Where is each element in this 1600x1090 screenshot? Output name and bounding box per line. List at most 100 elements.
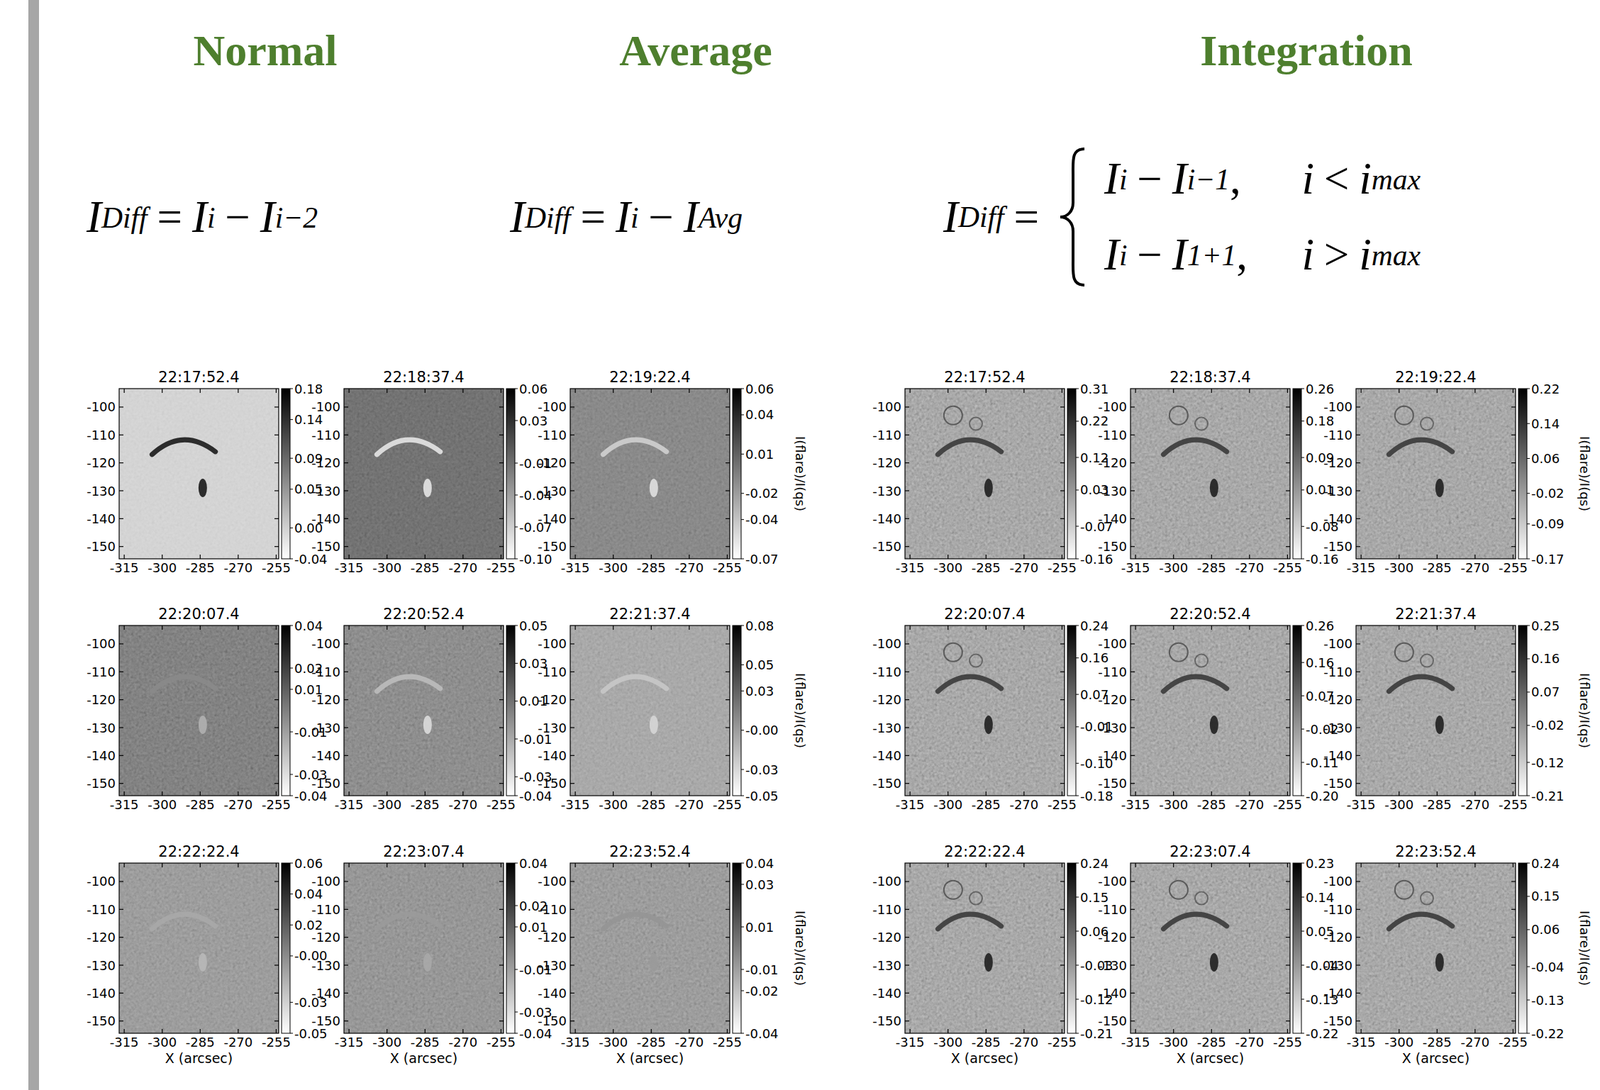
y-tick	[1130, 964, 1135, 966]
y-tick	[119, 406, 124, 408]
x-tick-label: -255	[1498, 797, 1528, 813]
colorbar-tick	[1301, 897, 1305, 898]
x-tick-label: -315	[1121, 797, 1151, 813]
colorbar-title: I(flare)/I(qs)	[792, 673, 808, 749]
y-tick	[1511, 726, 1516, 728]
y-tick	[1130, 992, 1135, 994]
x-tick-label: -255	[486, 1034, 516, 1050]
colorbar-tick-label: 0.05	[745, 657, 774, 673]
frame	[1356, 863, 1516, 1034]
colorbar-tick-label: -0.02	[1531, 717, 1565, 733]
blob-feature	[984, 953, 993, 972]
y-tick	[119, 964, 124, 966]
y-tick	[1285, 880, 1291, 882]
image-texture	[904, 388, 1065, 559]
colorbar-tick-label: 0.22	[1080, 413, 1109, 429]
x-tick	[909, 625, 911, 630]
y-tick	[725, 880, 730, 882]
colorbar-tick-label: -0.12	[1531, 755, 1565, 771]
image-background	[904, 863, 1065, 1034]
y-tick	[119, 643, 124, 644]
panel-title: 22:23:07.4	[382, 843, 464, 861]
y-tick	[1356, 462, 1361, 464]
y-tick-label: -140	[537, 511, 567, 527]
panel: -100-110-120-130-140-150-315-300-285-270…	[1323, 605, 1592, 813]
y-tick	[1511, 434, 1516, 436]
colorbar-tick	[1526, 523, 1530, 525]
x-tick	[985, 1029, 987, 1034]
x-tick	[1360, 1029, 1362, 1034]
colorbar-tick-label: 0.03	[519, 413, 548, 429]
colorbar	[732, 625, 742, 796]
y-tick	[343, 782, 349, 784]
y-tick-label: -100	[86, 399, 116, 415]
colorbar-title: I(flare)/I(qs)	[1577, 673, 1593, 749]
colorbar-tick	[1075, 1033, 1079, 1035]
x-tick-label: -270	[223, 560, 253, 576]
case-condition: i>imax	[1301, 229, 1421, 281]
formula-symbol: >	[1324, 229, 1350, 281]
y-tick	[1060, 782, 1065, 784]
colorbar-tick	[741, 492, 744, 494]
colorbar-tick-label: 0.04	[519, 856, 548, 871]
panel: -100-110-120-130-140-150-315-300-285-270…	[537, 843, 808, 1066]
y-tick	[904, 490, 910, 491]
loop-feature	[943, 406, 963, 425]
colorbar-tick-label: 0.23	[1305, 856, 1335, 871]
y-tick-label: -100	[537, 636, 567, 652]
y-tick	[904, 880, 910, 882]
colorbar	[1067, 863, 1076, 1034]
x-tick	[124, 388, 125, 393]
x-tick	[1287, 388, 1288, 393]
colorbar-tick-label: -0.02	[745, 983, 779, 999]
x-tick	[462, 791, 464, 796]
colorbar-tick	[290, 458, 293, 459]
y-tick-label: -110	[86, 427, 116, 443]
x-tick-label: -300	[598, 1034, 628, 1050]
image-texture	[570, 388, 730, 559]
y-tick-label: -100	[311, 399, 341, 415]
x-tick	[1474, 625, 1476, 630]
x-tick	[1398, 791, 1400, 796]
blob-feature	[984, 715, 993, 735]
x-tick	[575, 554, 576, 559]
arc-feature	[151, 676, 215, 692]
image	[570, 625, 730, 796]
y-tick-label: -100	[537, 873, 567, 889]
x-tick	[1512, 1029, 1514, 1034]
y-tick-label: -100	[311, 873, 341, 889]
colorbar-tick	[1301, 999, 1305, 1000]
y-tick	[904, 726, 910, 728]
x-tick	[1248, 554, 1250, 559]
x-tick	[1248, 863, 1250, 868]
panel: -100-110-120-130-140-150-315-300-285-270…	[1097, 843, 1339, 1066]
colorbar-tick	[514, 969, 518, 971]
loop-feature	[1395, 880, 1414, 900]
colorbar-tick	[1526, 558, 1530, 560]
image-texture	[1356, 625, 1516, 796]
x-tick	[909, 1029, 911, 1034]
colorbar-tick	[741, 519, 744, 520]
y-tick-label: -120	[872, 692, 902, 708]
y-tick	[119, 699, 124, 700]
y-tick-label: -100	[1097, 399, 1127, 415]
panel-title: 22:20:52.4	[1169, 605, 1251, 623]
x-tick	[424, 863, 426, 868]
x-tick	[124, 554, 125, 559]
colorbar-tick	[1301, 931, 1305, 932]
y-tick	[725, 434, 730, 436]
y-tick-label: -100	[1097, 873, 1127, 889]
x-tick	[688, 625, 690, 630]
x-tick	[688, 388, 690, 393]
colorbar	[1067, 625, 1076, 796]
y-tick-label: -110	[1097, 427, 1127, 443]
y-tick	[119, 434, 124, 436]
image	[570, 388, 730, 559]
colorbar-tick	[1301, 795, 1305, 797]
y-tick	[343, 1020, 349, 1022]
colorbar-tick	[1075, 457, 1079, 459]
panel-title: 22:17:52.4	[943, 368, 1025, 386]
x-tick	[1135, 863, 1137, 868]
colorbar-tick	[1526, 492, 1530, 494]
panel: -100-110-120-130-140-150-315-300-285-270…	[537, 605, 808, 813]
